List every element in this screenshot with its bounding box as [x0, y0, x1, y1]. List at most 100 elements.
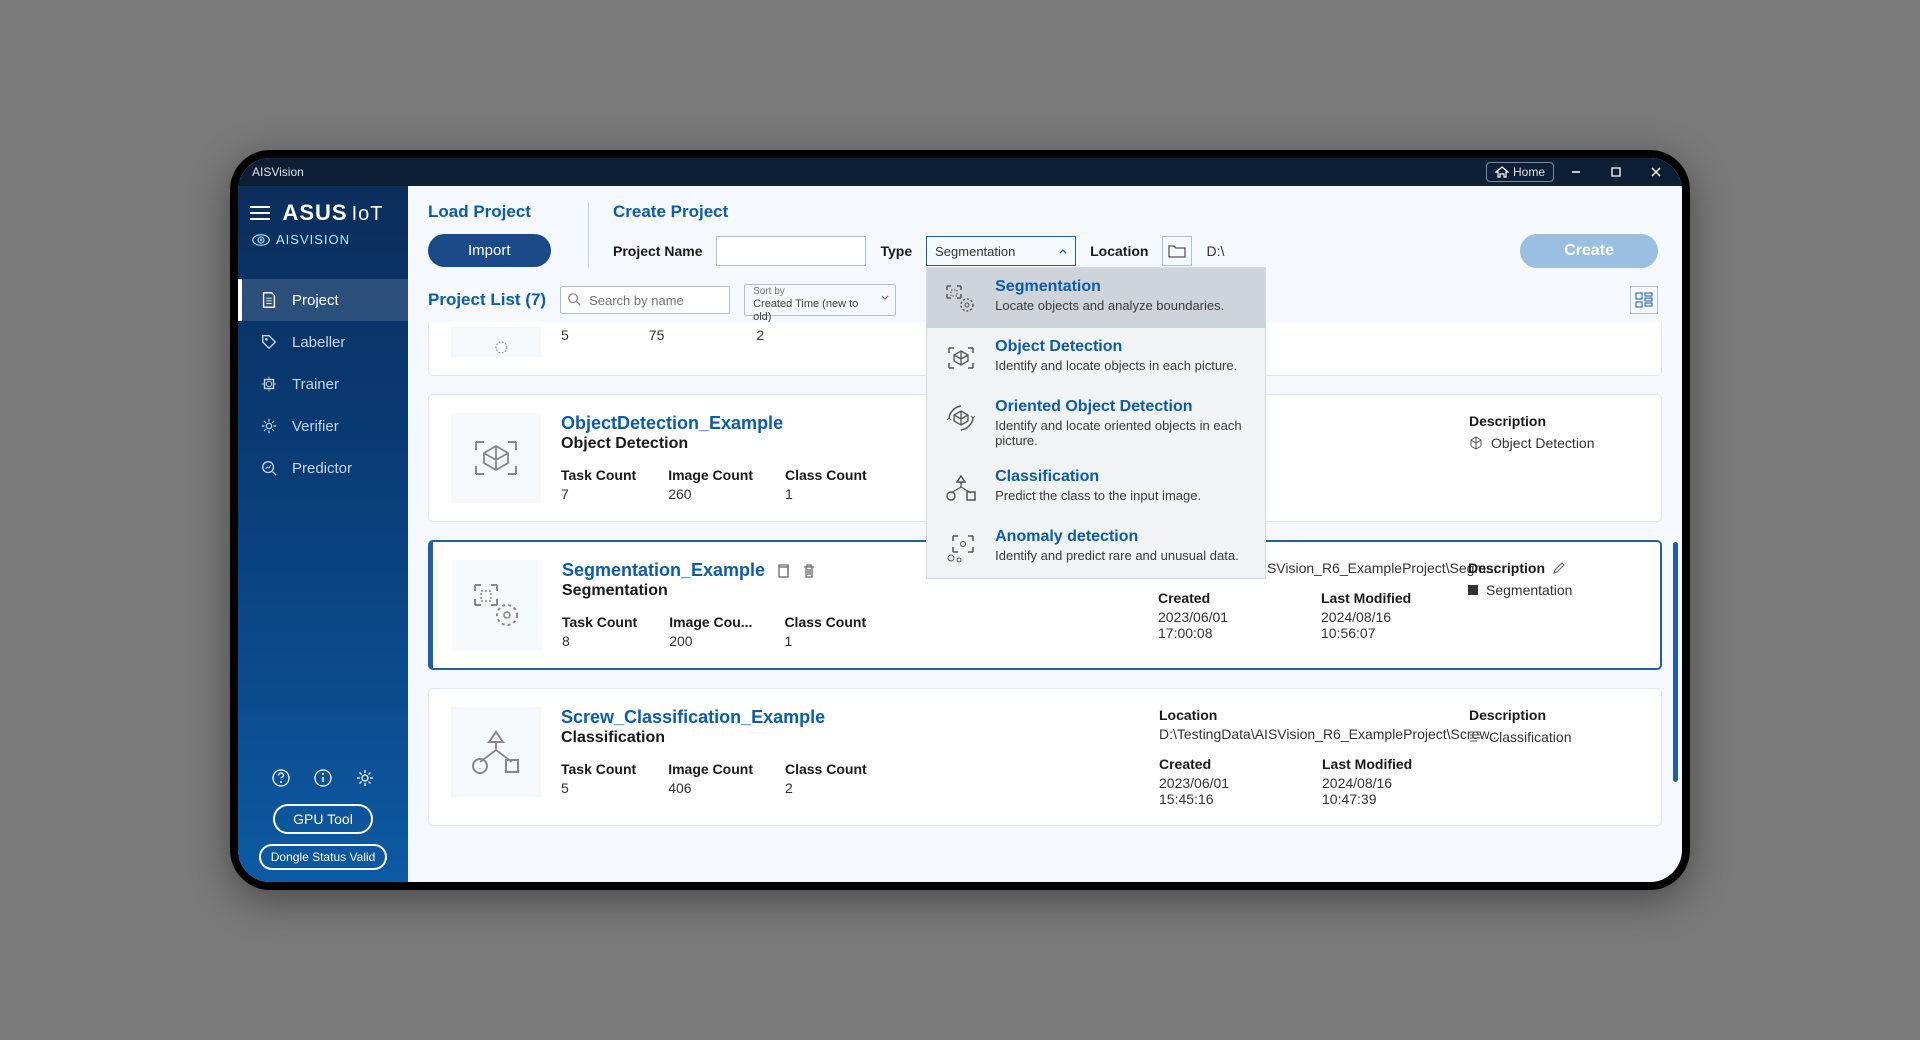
scrollbar-thumb[interactable]	[1673, 542, 1678, 782]
sidebar-item-verifier[interactable]: Verifier	[238, 405, 408, 447]
task-count: 7	[561, 486, 636, 502]
chart-icon	[260, 459, 278, 477]
location-label: Location	[1090, 243, 1148, 259]
sidebar-item-label: Verifier	[292, 418, 339, 435]
create-project-block: Create Project Project Name Type Segment…	[588, 202, 1658, 268]
project-name: Segmentation_Example	[562, 560, 765, 581]
cube-icon	[1469, 436, 1483, 450]
dd-title: Anomaly detection	[995, 528, 1239, 546]
description-text: Segmentation	[1486, 582, 1572, 598]
sort-select[interactable]: Sort by Created Time (new to old)	[744, 284, 896, 316]
folder-icon	[1168, 244, 1186, 258]
edit-icon[interactable]	[1551, 560, 1567, 576]
type-label: Type	[880, 243, 912, 259]
project-icon	[260, 291, 278, 309]
oriented-detection-icon	[941, 398, 981, 438]
image-count: 406	[668, 780, 753, 796]
gpu-tool-button[interactable]: GPU Tool	[273, 804, 373, 834]
created-value: 2023/06/01 15:45:16	[1159, 775, 1286, 807]
dd-title: Classification	[995, 468, 1201, 486]
copy-icon[interactable]	[775, 563, 791, 579]
sidebar-item-predictor[interactable]: Predictor	[238, 447, 408, 489]
top-row: Load Project Import Create Project Proje…	[408, 186, 1682, 280]
app-window: AISVision Home ASUSIoT AISVISION	[238, 158, 1682, 882]
help-icon[interactable]	[271, 768, 291, 788]
project-thumb	[451, 413, 541, 503]
project-name-label: Project Name	[613, 243, 702, 259]
import-button[interactable]: Import	[428, 234, 551, 267]
sidebar-item-trainer[interactable]: Trainer	[238, 363, 408, 405]
sidebar: ASUSIoT AISVISION Project Labeller	[238, 186, 408, 882]
sidebar-footer: GPU Tool Dongle Status Valid	[238, 756, 408, 882]
device-frame: AISVision Home ASUSIoT AISVISION	[230, 150, 1690, 890]
browse-folder-button[interactable]	[1162, 236, 1192, 266]
chevron-down-icon	[881, 295, 889, 301]
type-select[interactable]: Segmentation SegmentationLocate objects …	[926, 236, 1076, 266]
description-text: Classification	[1489, 729, 1571, 745]
create-title: Create Project	[613, 202, 1658, 222]
home-button[interactable]: Home	[1486, 162, 1554, 182]
description-text: Object Detection	[1491, 435, 1595, 451]
tag-icon	[260, 333, 278, 351]
dongle-status-button[interactable]: Dongle Status Valid	[259, 844, 388, 870]
sidebar-item-label: Labeller	[292, 334, 345, 351]
type-selected: Segmentation	[935, 244, 1015, 259]
load-title: Load Project	[428, 202, 568, 222]
created-label: Created	[1159, 756, 1286, 772]
type-option-classification[interactable]: Classification Predict the class to the i…	[927, 458, 1265, 518]
sidebar-nav: Project Labeller Trainer Verifier Predic…	[238, 279, 408, 756]
description-label: Description	[1469, 413, 1639, 429]
project-list-title: Project List (7)	[428, 290, 546, 310]
class-count: 1	[784, 633, 866, 649]
dd-title: Object Detection	[995, 338, 1237, 356]
class-count: 2	[785, 780, 867, 796]
object-detection-icon	[941, 338, 981, 378]
type-option-object-detection[interactable]: Object Detection Identify and locate obje…	[927, 328, 1265, 388]
search-input[interactable]	[560, 286, 730, 314]
type-option-anomaly[interactable]: Anomaly detectionIdentify and predict ra…	[927, 518, 1265, 578]
segmentation-icon	[941, 278, 981, 318]
minimize-button[interactable]	[1558, 160, 1594, 184]
image-count: 200	[669, 633, 752, 649]
project-name-input[interactable]	[716, 236, 866, 266]
task-count-label: Task Count	[561, 467, 636, 483]
project-thumb	[451, 327, 541, 357]
dd-title: Segmentation	[995, 278, 1224, 296]
eye-icon	[252, 233, 270, 247]
sidebar-item-labeller[interactable]: Labeller	[238, 321, 408, 363]
modified-value: 2024/08/16 10:56:07	[1321, 609, 1448, 641]
home-icon	[1495, 166, 1509, 178]
type-option-oriented-detection[interactable]: Oriented Object DetectionIdentify and lo…	[927, 388, 1265, 458]
maximize-button[interactable]	[1598, 160, 1634, 184]
app-body: ASUSIoT AISVISION Project Labeller	[238, 186, 1682, 882]
settings-icon[interactable]	[355, 768, 375, 788]
dd-desc: Predict the class to the input image.	[995, 488, 1201, 503]
class-count: 2	[756, 327, 764, 343]
view-toggle-button[interactable]	[1630, 286, 1658, 314]
class-count-label: Class Count	[785, 761, 867, 777]
class-count: 1	[785, 486, 867, 502]
sort-value: Created Time (new to old)	[753, 298, 879, 324]
project-type: Classification	[561, 729, 1139, 747]
delete-icon[interactable]	[801, 563, 817, 579]
dd-title: Oriented Object Detection	[995, 398, 1251, 416]
dd-desc: Identify and locate objects in each pict…	[995, 358, 1237, 373]
sidebar-item-project[interactable]: Project	[238, 279, 408, 321]
location-label: Location	[1159, 707, 1449, 723]
project-type: Segmentation	[562, 582, 1138, 600]
modified-label: Last Modified	[1322, 756, 1449, 772]
create-button[interactable]: Create	[1520, 234, 1658, 268]
dd-desc: Locate objects and analyze boundaries.	[995, 298, 1224, 313]
close-button[interactable]	[1638, 160, 1674, 184]
project-thumb	[451, 707, 541, 797]
task-count-label: Task Count	[561, 761, 636, 777]
image-count: 260	[668, 486, 753, 502]
info-icon[interactable]	[313, 768, 333, 788]
sidebar-item-label: Trainer	[292, 376, 339, 393]
titlebar-controls: Home	[1486, 160, 1674, 184]
type-option-segmentation[interactable]: Segmentation Locate objects and analyze b…	[927, 268, 1265, 328]
project-card[interactable]: Screw_Classification_Example Classificat…	[428, 688, 1662, 826]
menu-icon[interactable]	[250, 206, 270, 220]
window-title: AISVision	[246, 165, 304, 179]
logo-block: ASUSIoT AISVISION	[238, 186, 408, 259]
